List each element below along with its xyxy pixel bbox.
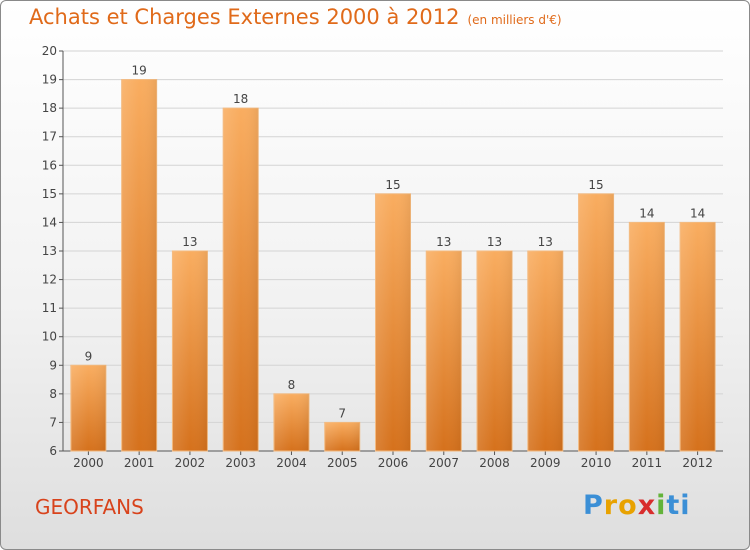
labels: 6 7 8 9 10 11 12 13 14 15 16 17 18 19 20 9 2000 19 2001 13 2… <box>42 44 713 470</box>
y-tick-label: 18 <box>42 101 57 115</box>
bar-shine <box>375 193 411 451</box>
x-tick-label: 2011 <box>632 456 663 470</box>
x-tick-label: 2003 <box>225 456 256 470</box>
data-label: 8 <box>288 378 296 392</box>
data-label: 13 <box>182 235 197 249</box>
x-tick-label: 2005 <box>327 456 358 470</box>
x-tick-label: 2007 <box>428 456 459 470</box>
x-tick-label: 2012 <box>682 456 713 470</box>
y-tick-label: 15 <box>42 187 57 201</box>
y-tick-label: 11 <box>42 301 57 315</box>
data-label: 13 <box>436 235 451 249</box>
data-label: 14 <box>690 206 705 220</box>
y-tick-label: 20 <box>42 44 57 58</box>
y-tick-label: 14 <box>42 215 57 229</box>
bar-shine <box>578 193 614 451</box>
x-tick-label: 2010 <box>581 456 612 470</box>
data-label: 9 <box>85 349 93 363</box>
y-tick-label: 16 <box>42 158 57 172</box>
x-tick-label: 2008 <box>479 456 510 470</box>
bar-shine <box>680 222 716 451</box>
y-tick-label: 13 <box>42 244 57 258</box>
y-tick-label: 6 <box>49 444 57 458</box>
x-tick-label: 2006 <box>378 456 409 470</box>
data-label: 14 <box>639 206 654 220</box>
x-tick-label: 2001 <box>124 456 155 470</box>
x-tick-label: 2004 <box>276 456 307 470</box>
y-tick-label: 9 <box>49 358 57 372</box>
bar-shine <box>273 393 309 451</box>
proxiti-logo[interactable]: Proxiti <box>583 490 691 521</box>
bar-shine <box>70 365 106 451</box>
bars <box>70 79 716 452</box>
bar-shine <box>629 222 665 451</box>
commune-name: GEORFANS <box>35 495 144 519</box>
data-label: 15 <box>588 178 603 192</box>
bar-shine <box>477 251 513 451</box>
bar-shine <box>121 79 157 452</box>
y-tick-label: 10 <box>42 330 57 344</box>
data-label: 15 <box>385 178 400 192</box>
data-label: 18 <box>233 92 248 106</box>
bar-shine <box>527 251 563 451</box>
x-tick-label: 2009 <box>530 456 561 470</box>
y-tick-label: 17 <box>42 130 57 144</box>
bar-shine <box>324 422 360 451</box>
data-label: 19 <box>132 64 147 78</box>
bar-shine <box>172 251 208 451</box>
y-tick-label: 19 <box>42 73 57 87</box>
x-tick-label: 2002 <box>175 456 206 470</box>
data-label: 7 <box>338 406 346 420</box>
y-tick-label: 8 <box>49 387 57 401</box>
x-tick-label: 2000 <box>73 456 104 470</box>
chart-unit: (en milliers d'€) <box>467 13 562 27</box>
chart-title: Achats et Charges Externes 2000 à 2012 (e… <box>29 5 562 29</box>
bar-shine <box>223 108 259 452</box>
data-label: 13 <box>538 235 553 249</box>
y-tick-label: 7 <box>49 415 57 429</box>
chart-title-text: Achats et Charges Externes 2000 à 2012 <box>29 5 460 29</box>
bar-shine <box>426 251 462 451</box>
y-tick-label: 12 <box>42 273 57 287</box>
data-label: 13 <box>487 235 502 249</box>
